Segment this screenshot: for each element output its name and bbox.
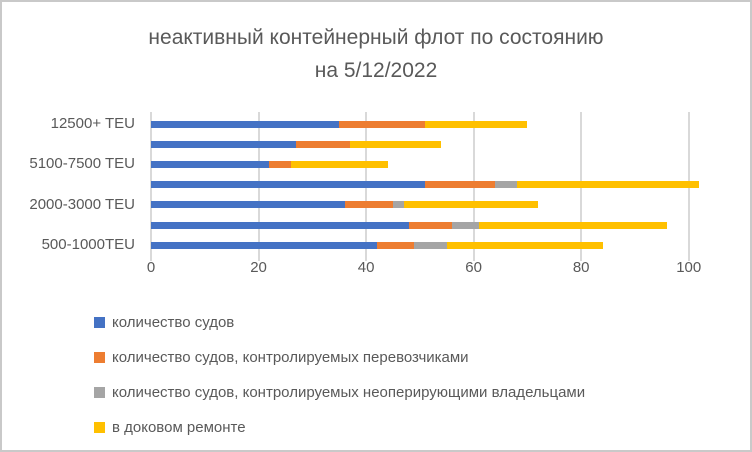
legend: количество судов количество судов, контро…: [94, 312, 585, 450]
bar-row-2: [151, 160, 388, 168]
bar-segment: [151, 221, 410, 229]
bar-segment: [516, 181, 700, 189]
y-axis-label: 12500+ TEU: [50, 115, 135, 132]
bar-segment: [478, 221, 668, 229]
bar-segment: [403, 201, 539, 209]
bar-segment: [151, 201, 345, 209]
bar-segment: [339, 120, 426, 128]
x-axis-label: 20: [250, 259, 267, 276]
bar-segment: [151, 241, 377, 249]
y-axis-label: 5100-7500 TEU: [29, 155, 135, 173]
bar-segment: [151, 181, 426, 189]
bar-segment: [409, 221, 453, 229]
bar-segment: [414, 241, 447, 249]
bar-segment: [151, 160, 270, 168]
bar-segment: [425, 120, 528, 128]
bar-row-1: [151, 140, 442, 148]
x-axis-label: 40: [357, 259, 375, 276]
legend-swatch-icon: [94, 421, 105, 433]
legend-swatch-icon: [94, 316, 105, 328]
bar-segment: [151, 140, 297, 148]
bar-row-0: [151, 120, 528, 128]
legend-item: количество судов, контролируемых перевоз…: [94, 347, 585, 367]
bar-segment: [349, 140, 442, 148]
x-axis-label: 100: [676, 259, 702, 276]
bar-segment: [296, 140, 350, 148]
x-axis-label: 80: [572, 259, 590, 276]
legend-swatch-icon: [94, 351, 105, 363]
legend-swatch-icon: [94, 386, 105, 398]
bar-segment: [392, 201, 404, 209]
bar-segment: [376, 241, 415, 249]
legend-label: количество судов, контролируемых неопери…: [112, 383, 586, 401]
bar-segment: [452, 221, 479, 229]
bar-segment: [495, 181, 517, 189]
chart-title: неактивный контейнерный флот по состояни…: [2, 21, 750, 87]
x-axis-label: 60: [465, 259, 482, 276]
bar-segment: [425, 181, 496, 189]
chart-title-line2: на 5/12/2022: [314, 59, 438, 82]
legend-item: количество судов: [94, 312, 585, 332]
bar-row-5: [151, 221, 668, 229]
legend-label: количество судов: [112, 313, 235, 331]
y-axis-label: 500-1000TEU: [41, 236, 135, 254]
legend-item: количество судов, контролируемых неопери…: [94, 382, 585, 402]
bar-row-6: [151, 241, 603, 249]
legend-label: количество судов, контролируемых перевоз…: [112, 348, 469, 366]
chart-title-line1: неактивный контейнерный флот по состояни…: [148, 26, 604, 49]
y-axis-label: 2000-3000 TEU: [29, 195, 135, 213]
legend-item: в доковом ремонте: [94, 417, 585, 437]
bar-segment: [269, 160, 291, 168]
x-axis-label: 0: [146, 259, 156, 276]
plot-area: [150, 112, 714, 261]
legend-label: в доковом ремонте: [112, 418, 246, 436]
bar-segment: [344, 201, 393, 209]
bar-segment: [151, 120, 340, 128]
bar-row-4: [151, 201, 539, 209]
bar-row-3: [151, 181, 700, 189]
bar-segment: [290, 160, 388, 168]
bar-segment: [446, 241, 603, 249]
